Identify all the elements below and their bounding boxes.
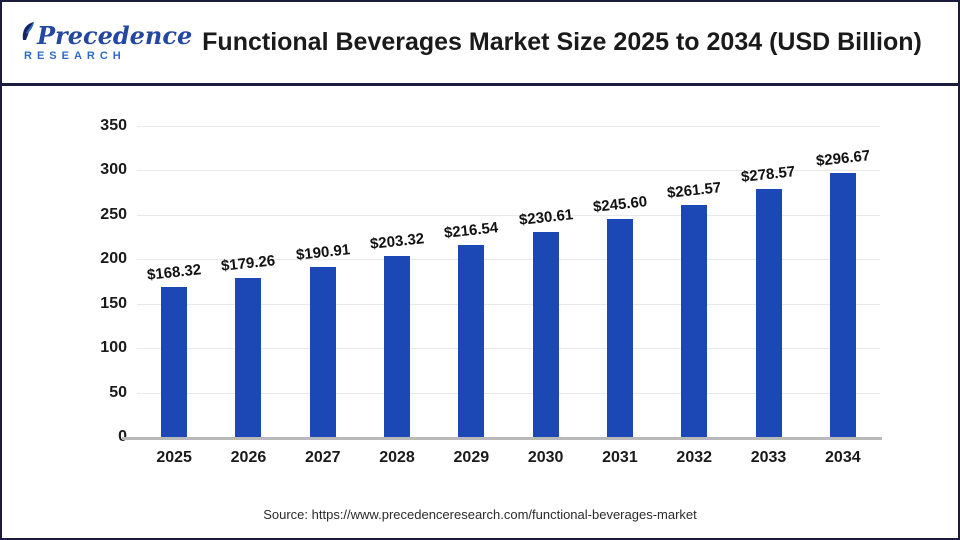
bar-group-2029: $216.54 xyxy=(434,126,508,437)
logo-subtitle: RESEARCH xyxy=(24,50,126,62)
bar-group-2033: $278.57 xyxy=(731,126,805,437)
gridline-350 xyxy=(137,126,880,127)
y-tick-label: 350 xyxy=(100,117,127,134)
bar-value-label: $216.54 xyxy=(443,218,500,242)
leaf-icon xyxy=(20,21,36,46)
y-tick-label: 250 xyxy=(100,205,127,223)
bar-2028 xyxy=(384,256,411,437)
bar-group-2025: $168.32 xyxy=(137,126,211,437)
x-tick-label-2032: 2032 xyxy=(676,449,713,466)
x-axis-line xyxy=(122,437,882,440)
bar-value-label: $203.32 xyxy=(369,230,425,254)
bar-group-2026: $179.26 xyxy=(211,126,285,437)
footer: Source: https://www.precedenceresearch.c… xyxy=(2,500,958,538)
x-tick-label-2034: 2034 xyxy=(825,449,861,466)
y-tick-label: 100 xyxy=(100,339,127,357)
bar-value-label: $296.67 xyxy=(814,147,871,171)
y-tick-label: 50 xyxy=(109,383,127,401)
x-tick-label-2026: 2026 xyxy=(230,449,267,466)
gridline-250 xyxy=(137,214,880,216)
x-tick-label-2028: 2028 xyxy=(379,449,415,466)
bar-group-2028: $203.32 xyxy=(360,126,434,437)
bar-value-label: $190.91 xyxy=(294,241,351,265)
gridline-100 xyxy=(137,348,880,350)
y-tick-label: 150 xyxy=(100,294,127,312)
gridline-50 xyxy=(137,392,880,394)
y-tick-label: 0 xyxy=(2,428,127,446)
plot-area: $168.32 $179.26 $190.91 $203.32 $216.54 $230.… xyxy=(137,126,880,437)
bar-group-2030: $230.61 xyxy=(508,126,582,437)
y-tick-label: 300 xyxy=(100,161,127,179)
x-tick-label-2030: 2030 xyxy=(527,449,564,466)
bar-2025 xyxy=(161,287,188,437)
y-tick-label: 200 xyxy=(100,250,127,268)
x-axis-labels: 2025 2026 2027 2028 2029 2030 2031 2032 2033 2034 xyxy=(137,449,880,467)
bar-value-label: $168.32 xyxy=(146,261,203,285)
bar-group-2032: $261.57 xyxy=(657,126,731,437)
x-tick-label-2029: 2029 xyxy=(453,449,490,466)
y-axis-labels: 0 50 100 150 200 250 300 350 xyxy=(2,117,127,445)
gridline-300 xyxy=(137,170,880,172)
bar-value-label: $230.61 xyxy=(517,206,574,229)
bar-value-label: $245.60 xyxy=(592,192,648,216)
x-tick-label-2031: 2031 xyxy=(602,449,638,466)
bar-value-label: $179.26 xyxy=(220,251,277,275)
bar-chart: 0 50 100 150 200 250 300 350 $168.32 $179.26 $190… xyxy=(2,86,958,500)
precedence-research-logo: Precedence RESEARCH xyxy=(2,21,192,62)
bar-2027 xyxy=(309,267,336,437)
bar-2032 xyxy=(681,204,708,437)
bar-value-label: $261.57 xyxy=(666,178,723,202)
bar-2034 xyxy=(829,173,856,437)
x-tick-label-2027: 2027 xyxy=(304,449,341,466)
logo-wordmark: Precedence xyxy=(37,21,193,50)
bar-value-label: $278.57 xyxy=(740,163,797,187)
bar-2030 xyxy=(532,232,559,437)
bar-2033 xyxy=(755,189,782,437)
bar-group-2031: $245.60 xyxy=(583,126,657,437)
gridline-150 xyxy=(137,303,880,305)
gridline-200 xyxy=(137,259,880,261)
source-citation: Source: https://www.precedenceresearch.c… xyxy=(263,506,697,522)
chart-title: Functional Beverages Market Size 2025 to… xyxy=(202,28,922,56)
x-tick-label-2033: 2033 xyxy=(750,449,787,466)
bar-group-2027: $190.91 xyxy=(286,126,360,437)
x-tick-label-2025: 2025 xyxy=(156,449,192,466)
bar-2026 xyxy=(235,277,262,437)
bar-2029 xyxy=(458,244,485,437)
header: Precedence RESEARCH Functional Beverages… xyxy=(2,2,958,86)
bar-group-2034: $296.67 xyxy=(806,126,880,437)
bar-2031 xyxy=(606,218,633,437)
